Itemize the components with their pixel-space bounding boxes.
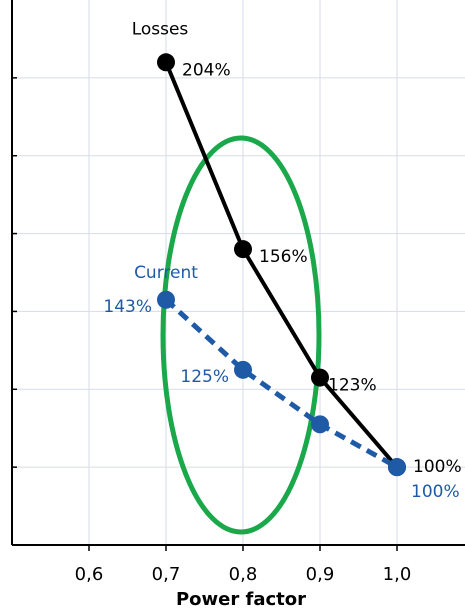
series-line (164, 297, 399, 470)
x-tick-label: 0,8 (229, 564, 258, 585)
data-point (311, 368, 329, 387)
series-line (164, 61, 399, 469)
data-point (234, 360, 252, 379)
data-label: 123% (328, 376, 377, 396)
highlight-ellipse (160, 135, 322, 535)
data-label: 156% (259, 247, 308, 267)
data-point (234, 240, 252, 259)
data-label: 204% (182, 60, 231, 80)
data-label: 143% (103, 297, 152, 317)
series-name: Current (134, 263, 198, 283)
data-label: 100% (413, 457, 462, 477)
series-name: Losses (132, 19, 189, 39)
x-axis-label: Power factor (176, 589, 306, 610)
x-tick-label: 0,9 (306, 564, 335, 585)
data-point (157, 290, 175, 309)
data-point (311, 415, 329, 434)
data-label: 125% (180, 367, 229, 387)
x-tick-label: 1,0 (383, 564, 412, 585)
data-label: 100% (411, 482, 460, 502)
data-point (388, 458, 406, 477)
x-tick-label: 0,7 (152, 564, 181, 585)
x-tick-label: 0,6 (75, 564, 104, 585)
data-point (157, 53, 175, 72)
